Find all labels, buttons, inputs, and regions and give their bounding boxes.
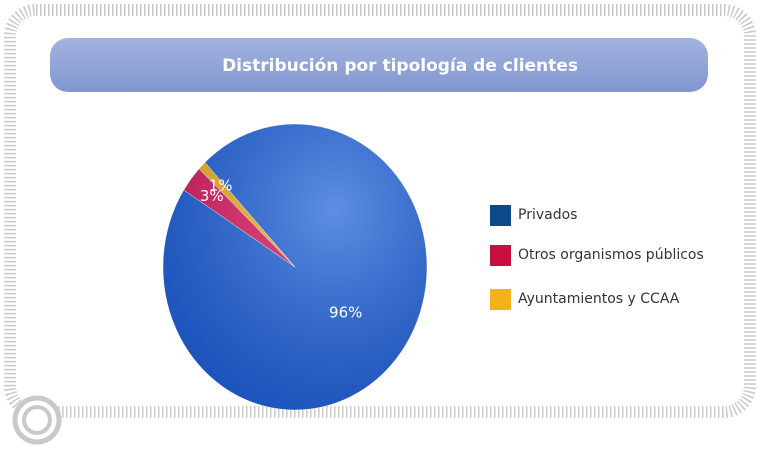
legend-swatch [490, 289, 511, 310]
legend-swatch [490, 245, 511, 266]
data-label: 96% [329, 303, 362, 321]
frame [4, 4, 756, 418]
legend-label: Ayuntamientos y CCAA [518, 291, 680, 307]
legend-swatch [490, 205, 511, 226]
corner-ring [12, 395, 62, 445]
legend-label: Otros organismos públicos [518, 247, 704, 263]
data-label: 1% [209, 176, 233, 194]
legend: Privados Otros organismos públicos Ayuntam… [490, 205, 704, 310]
pie: 96% 3%1% [162, 123, 428, 411]
corner-ring [22, 405, 52, 435]
chart-title: Distribución por tipología de clientes [222, 56, 578, 76]
title-banner [50, 38, 708, 92]
legend-label: Privados [518, 207, 577, 223]
data-label: 3% [200, 187, 224, 205]
